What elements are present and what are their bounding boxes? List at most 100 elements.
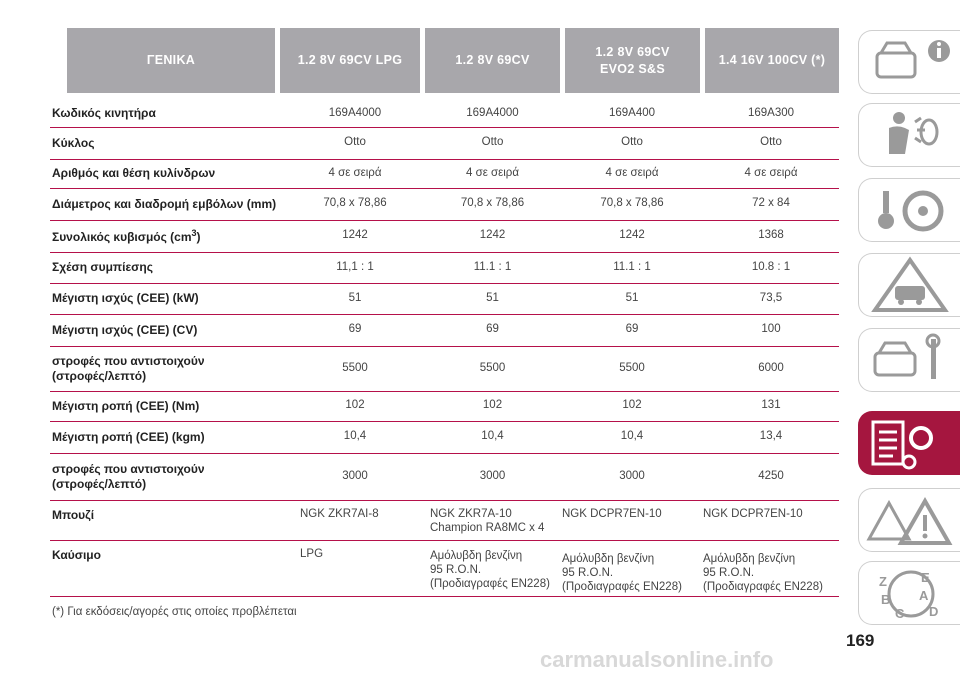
table-cell: 11,1 : 1: [336, 260, 374, 273]
steering-key-icon: [878, 190, 944, 232]
table-cell: 10,4: [481, 430, 504, 443]
table-cell: 169A4000: [466, 106, 519, 119]
table-cell: 69: [625, 323, 639, 336]
table-cell: 70,8 x 78,86: [600, 197, 664, 210]
table-cell: Αμόλυβδη βενζίνη 95 R.O.N. (Προδιαγραφές E…: [430, 550, 550, 590]
row-divider: [50, 127, 839, 128]
side-tab[interactable]: [858, 178, 960, 242]
airbag-icon: [889, 112, 939, 154]
row-divider: [50, 453, 839, 454]
table-cell: 10,4: [620, 430, 644, 443]
table-cell: 11.1 : 1: [473, 260, 512, 273]
table-cell: Otto: [621, 136, 643, 149]
table-cell: 1242: [342, 229, 368, 242]
table-cell: NGK DCPR7EN-10: [562, 508, 662, 520]
watermark-text: carmanualsonline.info: [540, 647, 774, 672]
car-service-icon: [873, 333, 941, 379]
side-tab[interactable]: [858, 103, 960, 167]
table-cell: NGK DCPR7EN-10: [703, 508, 803, 520]
row-divider: [50, 391, 839, 392]
row-divider: [50, 159, 839, 160]
row-divider: [50, 188, 839, 189]
table-cell: Otto: [344, 136, 366, 149]
table-cell: NGK ZKR7A-10 Champion RA8MC x 4: [430, 508, 545, 534]
table-cell: 69: [486, 323, 499, 336]
alphabetical-index-icon: Z E B A C D: [879, 570, 938, 621]
row-label: Μπουζί: [52, 508, 95, 522]
row-divider: [50, 283, 839, 284]
table-cell: 70,8 x 78,86: [323, 197, 387, 210]
table-cell: 1242: [619, 229, 645, 242]
table-cell: Otto: [760, 136, 782, 149]
row-divider: [50, 500, 839, 501]
table-cell: LPG: [300, 548, 324, 560]
row-label: Μέγιστη ροπή (CEE) (Nm): [52, 398, 200, 413]
table-cell: 1242: [479, 229, 506, 242]
table-cell: 102: [482, 399, 503, 412]
table-cell: 5500: [479, 361, 506, 374]
svg-text:Z: Z: [879, 574, 887, 589]
row-label: στροφές που αντιστοιχούν (στροφές/λεπτό): [52, 462, 205, 491]
warning-triangle-icon: [866, 496, 953, 545]
table-cell: 4250: [758, 469, 784, 482]
column-header: ΓΕΝΙΚΑ: [67, 28, 275, 93]
table-cell: 169A4000: [328, 106, 382, 119]
table-cell: 51: [486, 291, 499, 304]
technical-data-icon: [871, 420, 933, 470]
table-cell: 102: [622, 399, 642, 412]
side-tab[interactable]: [858, 488, 960, 552]
table-cell: 72 x 84: [752, 197, 790, 210]
row-divider: [50, 421, 839, 422]
table-cell: 169A400: [608, 106, 656, 119]
row-label: Καύσιμο: [52, 548, 101, 562]
row-label: Μέγιστη ισχύς (CEE) (kW): [52, 291, 199, 306]
footnote: (*) Για εκδόσεις/αγορές στις οποίες προβ…: [52, 606, 297, 618]
side-tab[interactable]: [858, 30, 960, 94]
table-cell: 51: [348, 291, 362, 304]
table-cell: Αμόλυβδη βενζίνη 95 R.O.N. (Προδιαγραφές E…: [562, 553, 682, 593]
row-label: Μέγιστη ισχύς (CEE) (CV): [52, 322, 198, 337]
row-divider: [50, 540, 839, 541]
table-cell: 3000: [479, 469, 506, 482]
page-number: 169: [846, 631, 875, 650]
row-label: στροφές που αντιστοιχούν (στροφές/λεπτό): [52, 354, 205, 383]
column-header: 1.2 8V 69CV: [425, 28, 560, 93]
table-cell: 51: [625, 291, 639, 304]
table-cell: 5500: [342, 361, 368, 374]
table-cell: 4 σε σειρά: [328, 166, 382, 179]
table-cell: 5500: [619, 361, 645, 374]
row-label: Κύκλος: [52, 135, 95, 150]
row-divider: [50, 596, 839, 597]
table-cell: 4 σε σειρά: [605, 166, 659, 179]
table-cell: 3000: [342, 469, 368, 482]
table-cell: Αμόλυβδη βενζίνη 95 R.O.N. (Προδιαγραφές E…: [703, 553, 823, 593]
table-cell: 10.8 : 1: [751, 260, 791, 273]
row-divider: [50, 252, 839, 253]
table-cell: 13,4: [759, 430, 783, 443]
row-label: Διάμετρος και διαδρομή εμβόλων (mm): [52, 196, 277, 211]
table-cell: Otto: [481, 136, 504, 149]
table-cell: 100: [761, 323, 781, 336]
column-header: 1.2 8V 69CV LPG: [280, 28, 420, 93]
table-cell: 131: [761, 399, 781, 412]
side-tab[interactable]: Z E B A C D: [858, 561, 960, 625]
side-tab[interactable]: [858, 328, 960, 392]
row-label: Σχέση συμπίεσης: [52, 260, 153, 275]
svg-text:B: B: [881, 592, 890, 607]
warning-car-icon: [871, 256, 949, 312]
car-info-icon: [875, 40, 950, 79]
side-tab[interactable]: [858, 411, 960, 475]
row-label: Αριθμός και θέση κυλίνδρων: [52, 166, 216, 181]
column-header: 1.2 8V 69CV EVO2 S&S: [565, 28, 700, 93]
svg-text:C: C: [895, 606, 905, 621]
table-cell: 169A300: [747, 106, 795, 119]
table-cell: 102: [345, 399, 365, 412]
table-cell: 3000: [619, 469, 645, 482]
table-cell: 69: [348, 323, 362, 336]
svg-text:E: E: [921, 570, 930, 585]
side-tab[interactable]: [858, 253, 960, 317]
table-cell: 6000: [758, 361, 784, 374]
row-label: Κωδικός κινητήρα: [52, 106, 156, 121]
table-cell: 10,4: [343, 430, 367, 443]
table-cell: 4 σε σειρά: [744, 166, 798, 179]
